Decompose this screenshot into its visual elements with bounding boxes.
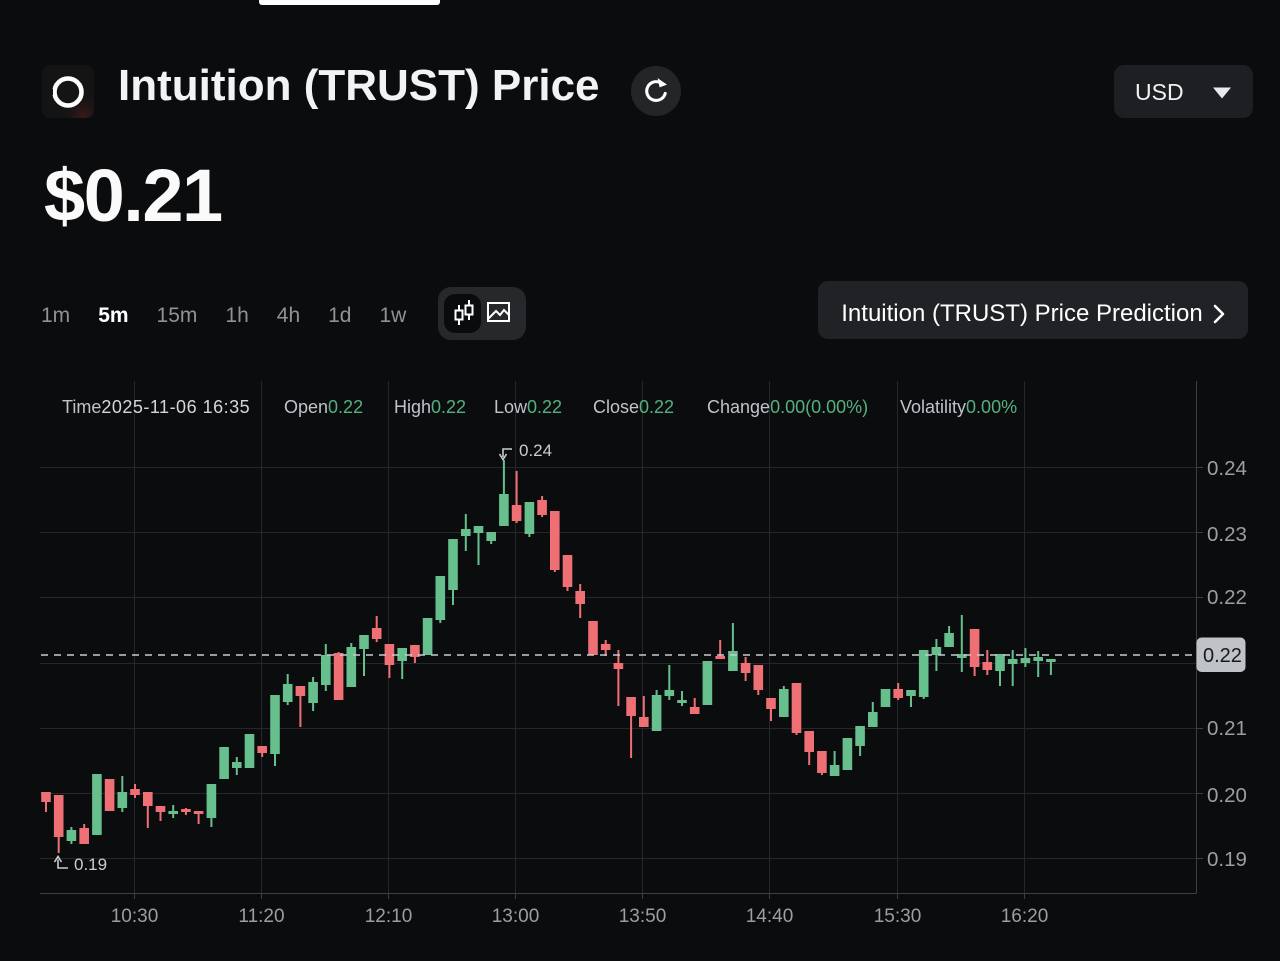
svg-text:13:00: 13:00 <box>492 906 540 927</box>
svg-text:0.24: 0.24 <box>1207 457 1247 480</box>
svg-text:13:50: 13:50 <box>619 906 667 927</box>
svg-text:10:30: 10:30 <box>111 906 159 927</box>
svg-text:0.24: 0.24 <box>519 441 552 460</box>
svg-text:0.19: 0.19 <box>74 855 107 874</box>
svg-text:0.20: 0.20 <box>1207 784 1247 807</box>
svg-text:16:20: 16:20 <box>1001 906 1049 927</box>
svg-text:12:10: 12:10 <box>365 906 413 927</box>
svg-text:0.22: 0.22 <box>1207 586 1247 609</box>
svg-text:11:20: 11:20 <box>238 906 284 927</box>
svg-text:0.23: 0.23 <box>1207 523 1247 546</box>
svg-text:14:40: 14:40 <box>746 906 794 927</box>
svg-text:0.19: 0.19 <box>1207 848 1247 871</box>
svg-text:0.22: 0.22 <box>1203 645 1242 667</box>
svg-text:15:30: 15:30 <box>874 906 922 927</box>
svg-text:0.21: 0.21 <box>1207 717 1247 740</box>
